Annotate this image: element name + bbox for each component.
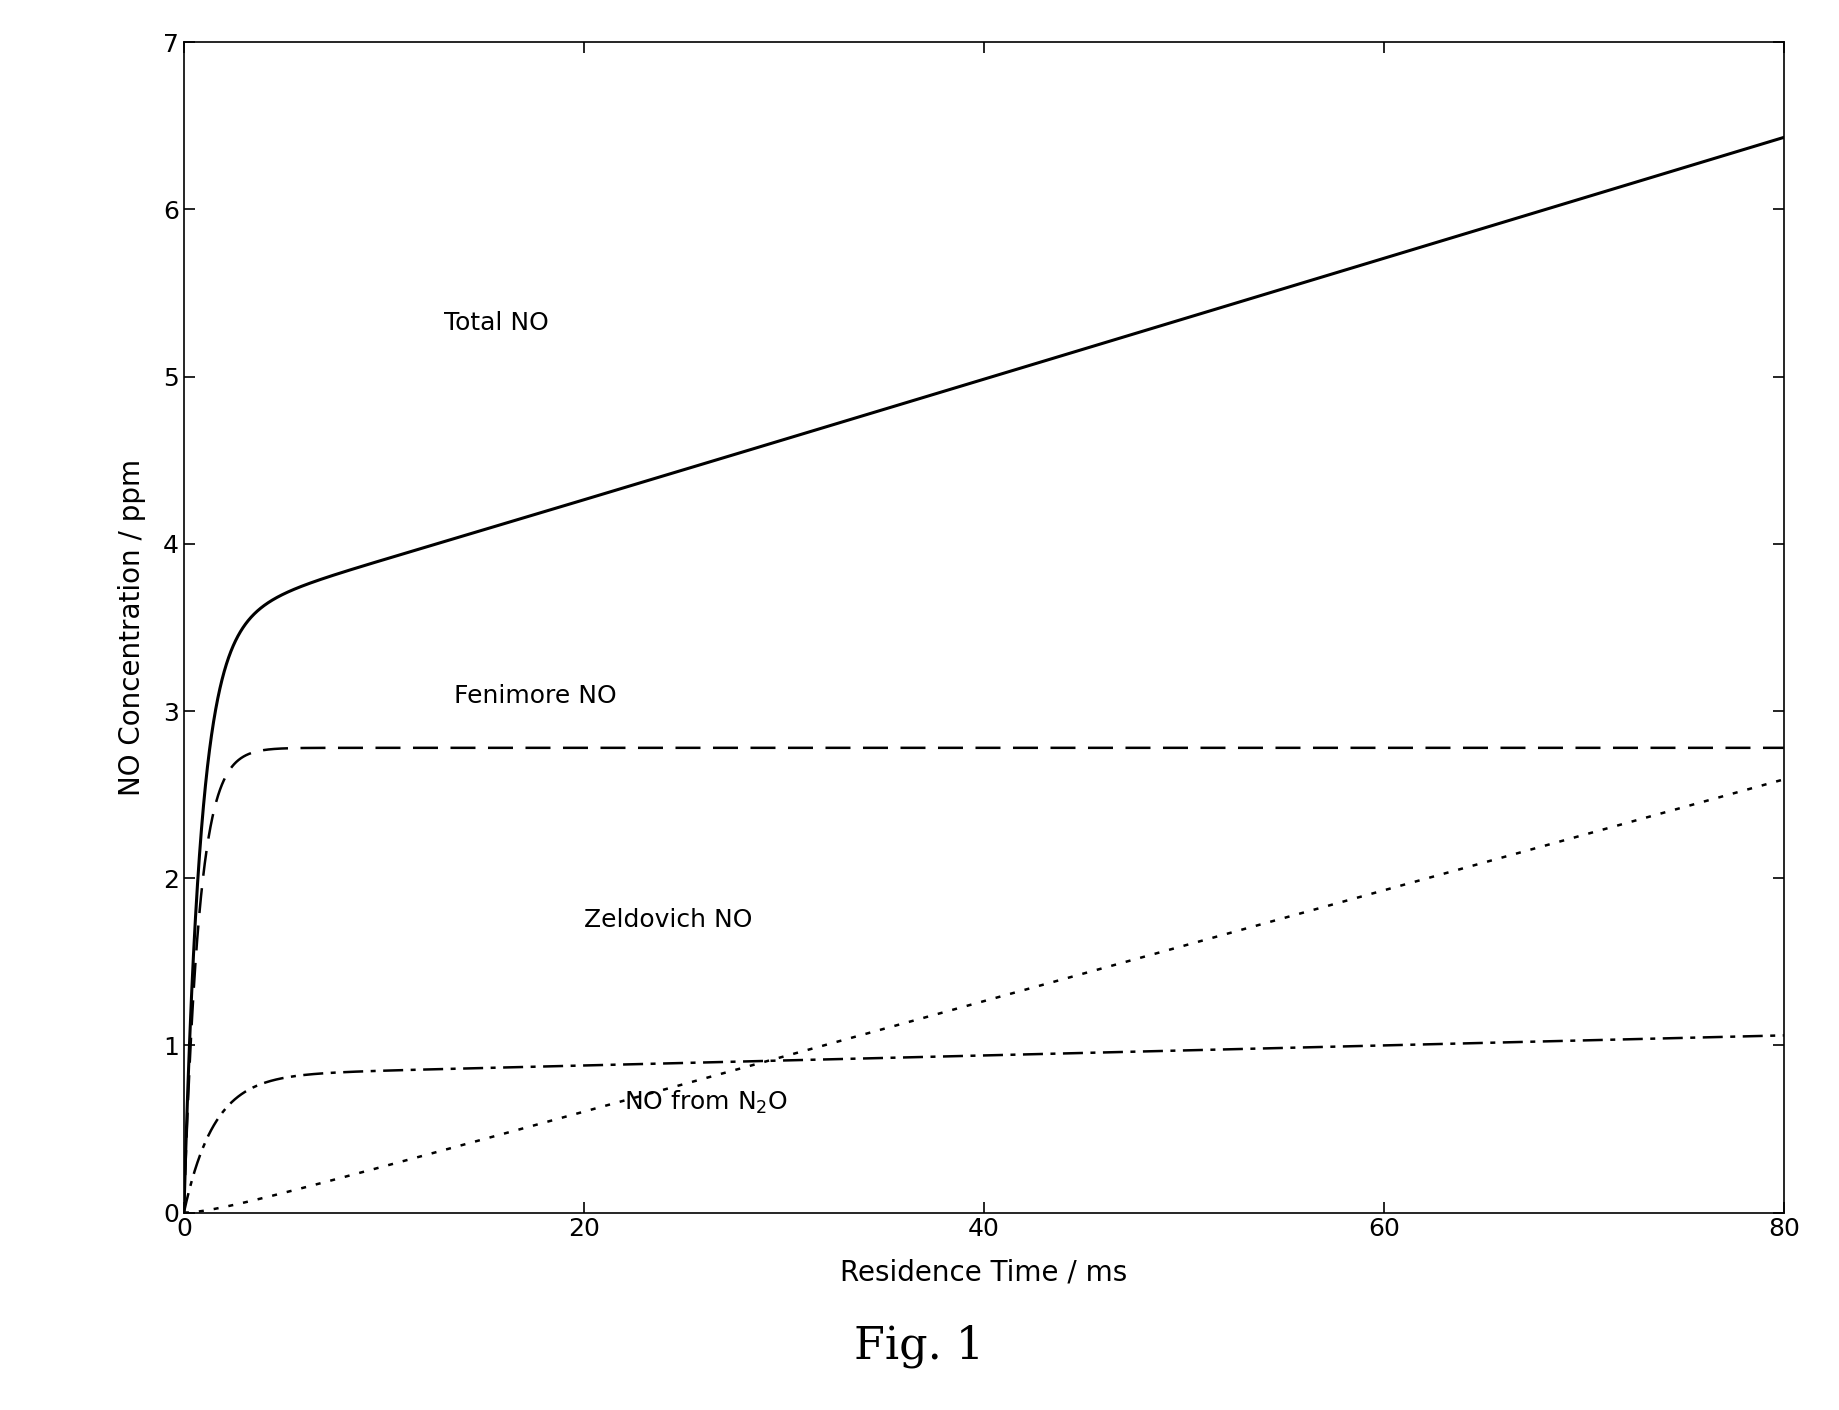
Text: Fenimore NO: Fenimore NO [454, 684, 616, 708]
Text: Fig. 1: Fig. 1 [855, 1324, 984, 1368]
Text: NO from N$_2$O: NO from N$_2$O [623, 1089, 787, 1115]
Text: Zeldovich NO: Zeldovich NO [583, 908, 752, 932]
X-axis label: Residence Time / ms: Residence Time / ms [840, 1258, 1127, 1286]
Y-axis label: NO Concentration / ppm: NO Concentration / ppm [118, 458, 147, 797]
Text: Total NO: Total NO [443, 310, 548, 334]
